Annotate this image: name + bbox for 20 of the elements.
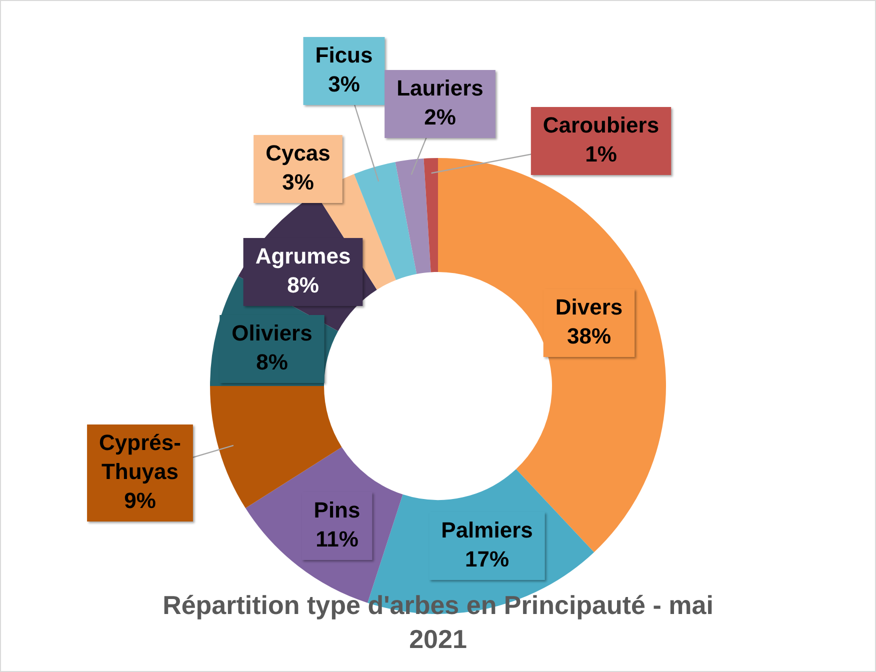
slice-label: Ficus xyxy=(315,42,373,68)
data-label: 9% xyxy=(124,488,156,514)
slice-label: Caroubiers xyxy=(542,112,660,138)
data-label: 38% xyxy=(566,324,612,349)
data-label: 3% xyxy=(282,170,314,195)
slice-label: Pins xyxy=(314,498,360,523)
data-label: 8% xyxy=(287,272,319,298)
data-label: 8% xyxy=(256,350,288,375)
slice-label: Palmiers xyxy=(441,518,533,543)
slice-label: Agrumes xyxy=(255,244,351,269)
data-label: 11% xyxy=(316,526,358,552)
slice-label: Divers xyxy=(555,294,623,320)
slice-label: Lauriers xyxy=(396,76,484,101)
data-label: 1% xyxy=(585,142,617,167)
slice-label: Cyprés-Thuyas xyxy=(99,430,181,484)
slice-label: Cycas xyxy=(266,140,330,166)
data-label: 17% xyxy=(464,546,510,572)
data-label: 3% xyxy=(328,72,360,97)
slice-label: Oliviers xyxy=(232,320,312,346)
data-label: 2% xyxy=(424,104,456,130)
